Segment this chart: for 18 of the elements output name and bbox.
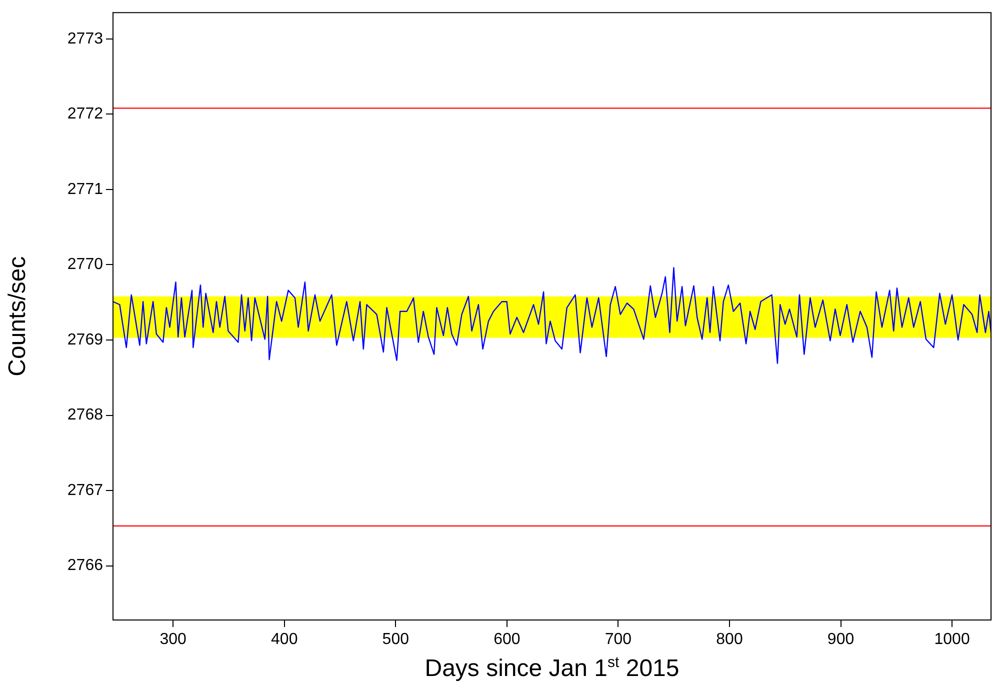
x-tick-label: 700 bbox=[604, 631, 632, 648]
x-tick-label: 300 bbox=[160, 631, 187, 648]
y-tick-label: 2766 bbox=[67, 557, 104, 574]
y-tick-label: 2767 bbox=[67, 482, 104, 499]
y-axis-title: Counts/sec bbox=[4, 256, 32, 376]
x-tick-label: 900 bbox=[827, 631, 854, 648]
y-tick-label: 2772 bbox=[67, 106, 104, 123]
x-tick-label: 600 bbox=[494, 631, 520, 648]
x-tick-label: 400 bbox=[271, 631, 298, 648]
y-tick-label: 2770 bbox=[67, 256, 104, 274]
x-tick-label: 800 bbox=[716, 631, 743, 648]
y-tick-label: 2771 bbox=[67, 180, 104, 198]
x-axis-title: Days since Jan 1$^{st}$ 2015 bbox=[424, 654, 680, 683]
y-tick-label: 2768 bbox=[67, 406, 104, 424]
x-tick-label: 1000 bbox=[934, 631, 970, 648]
x-tick-label: 500 bbox=[382, 631, 410, 648]
y-tick-label: 2773 bbox=[67, 30, 104, 48]
y-tick-label: 2769 bbox=[67, 331, 104, 348]
